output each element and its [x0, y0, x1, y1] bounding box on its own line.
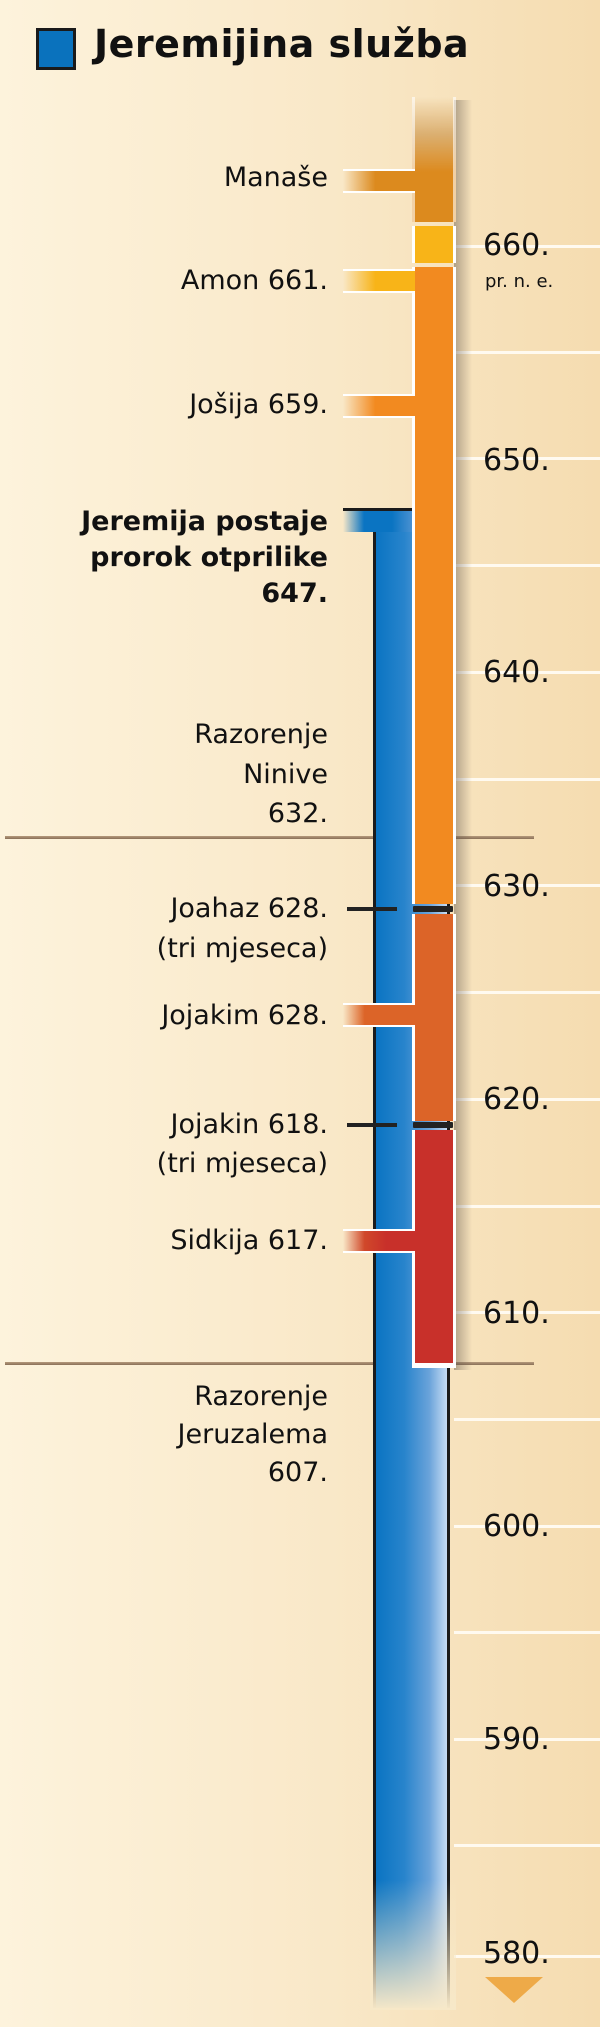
jeremiah-bar-fade: [370, 1880, 456, 2010]
axis-tick-650: [454, 457, 600, 460]
label-manasseh: Manaše: [223, 162, 328, 193]
connector-jehoiakim: [343, 1003, 415, 1027]
axis-tick-630: [454, 884, 600, 887]
axis-tick-605: [454, 1418, 600, 1421]
connector-josiah: [343, 394, 415, 418]
axis-tick-640: [454, 671, 600, 674]
axis-label-660: 660.: [483, 228, 550, 263]
label-jerusalem-line1: Razorenje: [194, 1381, 328, 1412]
label-nineveh-line3: 632.: [267, 798, 328, 829]
king-bar-manasseh: [412, 97, 456, 222]
label-josiah: Jošija 659.: [189, 389, 328, 420]
axis-tick-590: [454, 1738, 600, 1741]
marker-jehoiachin-bar: [413, 1122, 453, 1128]
axis-tick-580: [454, 1955, 600, 1958]
label-jehoiakim: Jojakim 628.: [161, 1000, 328, 1031]
label-nineveh-line2: Ninive: [243, 759, 328, 790]
axis-tick-585: [454, 1844, 600, 1847]
label-jeremiah-line1: Jeremija postaje: [81, 506, 328, 537]
axis-tick-625: [454, 991, 600, 994]
label-nineveh-line1: Razorenje: [194, 719, 328, 750]
label-jerusalem-line2: Jeruzalema: [177, 1419, 328, 1450]
axis-label-620: 620.: [483, 1082, 550, 1117]
separator-nineveh: [5, 836, 534, 839]
axis-label-580: 580.: [483, 1936, 550, 1971]
axis-label-590: 590.: [483, 1722, 550, 1757]
marker-jehoiachin-tick: [347, 1123, 397, 1127]
king-bar-zedekiah: [412, 1130, 456, 1368]
label-jeremiah-line3: 647.: [261, 578, 328, 609]
connector-manasseh: [343, 169, 415, 193]
jeremiah-connector: [343, 508, 413, 532]
axis-label-610: 610.: [483, 1296, 550, 1331]
axis-tick-610: [454, 1311, 600, 1314]
label-zedekiah: Sidkija 617.: [170, 1225, 328, 1256]
connector-zedekiah: [343, 1229, 415, 1253]
axis-label-650: 650.: [483, 443, 550, 478]
axis-label-600: 600.: [483, 1509, 550, 1544]
legend-swatch-blue: [36, 28, 76, 70]
axis-tick-615: [454, 1205, 600, 1208]
marker-jehoahaz-bar: [413, 906, 453, 912]
axis-tick-645: [454, 564, 600, 567]
separator-jerusalem: [5, 1362, 534, 1365]
marker-jehoahaz-tick: [347, 907, 397, 911]
label-jehoiachin-line1: Jojakin 618.: [170, 1109, 328, 1140]
chart-title: Jeremijina služba: [94, 22, 470, 66]
axis-tick-635: [454, 778, 600, 781]
continues-arrow-icon: [485, 1977, 543, 2003]
king-bar-jehoiakim: [412, 914, 456, 1121]
axis-label-630: 630.: [483, 869, 550, 904]
axis-era-label: pr. n. e.: [485, 271, 554, 292]
label-jeremiah-line2: prorok otprilike: [90, 542, 328, 573]
bar-shadow: [454, 100, 472, 1370]
axis-tick-660: [454, 245, 600, 248]
label-jehoiachin-line2: (tri mjeseca): [156, 1148, 328, 1179]
axis-tick-620: [454, 1098, 600, 1101]
axis-tick-600: [454, 1525, 600, 1528]
label-jehoahaz-line1: Joahaz 628.: [170, 893, 328, 924]
label-jerusalem-line3: 607.: [267, 1457, 328, 1488]
axis-tick-595: [454, 1631, 600, 1634]
king-bar-amon: [412, 226, 456, 263]
label-jehoahaz-line2: (tri mjeseca): [156, 933, 328, 964]
axis-tick-655: [454, 351, 600, 354]
axis-label-640: 640.: [483, 655, 550, 690]
king-bar-josiah: [412, 267, 456, 904]
label-amon: Amon 661.: [180, 265, 328, 296]
connector-amon: [343, 269, 415, 293]
